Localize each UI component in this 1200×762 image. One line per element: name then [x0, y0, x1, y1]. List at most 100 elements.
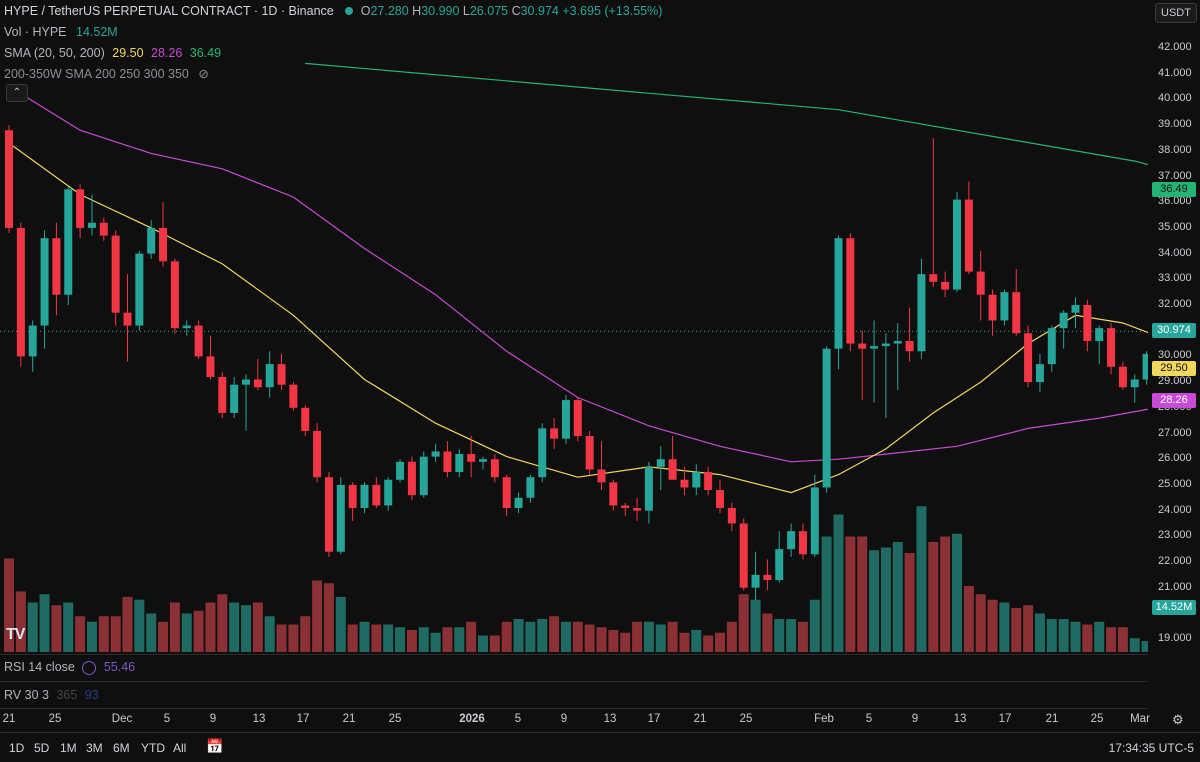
timeframe-button-1d[interactable]: 1D: [9, 741, 25, 755]
candle-body: [822, 348, 831, 488]
rsi-label: RSI 14 close: [4, 660, 75, 674]
timeframe-button-6m[interactable]: 6M: [113, 741, 130, 755]
eye-off-icon[interactable]: ⊘: [198, 67, 209, 81]
candle-body: [1118, 366, 1127, 388]
candle-body: [514, 497, 523, 509]
candle: [716, 479, 724, 514]
candle-body: [111, 235, 120, 313]
candle-body: [123, 312, 132, 326]
candle-body: [218, 376, 227, 413]
candle-body: [1107, 328, 1116, 367]
candle: [976, 251, 985, 321]
candle: [324, 472, 333, 557]
currency-button[interactable]: USDT: [1155, 3, 1197, 23]
candle: [964, 181, 973, 275]
sma20-line: [8, 142, 1148, 494]
candle: [893, 322, 902, 390]
time-tick-label: 2026: [459, 713, 485, 725]
sma-label: SMA (20, 50, 200): [4, 46, 105, 60]
sma50-badge: 28.26: [1152, 393, 1196, 409]
volume-bar: [513, 619, 524, 652]
price-tick-label: 21.000: [1158, 580, 1192, 593]
tradingview-logo[interactable]: TV: [6, 626, 25, 643]
price-tick-label: 32.000: [1158, 298, 1192, 310]
rv-extra: 365: [56, 688, 78, 702]
volume-bar: [383, 624, 394, 652]
volume-bar: [98, 616, 109, 652]
candle-body: [5, 130, 13, 228]
candle-body: [810, 487, 819, 555]
candle: [787, 523, 796, 557]
axis-settings-gear-icon[interactable]: ⚙: [1172, 712, 1184, 727]
candle-body: [775, 549, 784, 580]
sma20-value: 29.50: [112, 46, 144, 60]
timeframe-button-1m[interactable]: 1M: [60, 741, 77, 755]
candle: [313, 423, 322, 483]
candle-body: [170, 261, 179, 329]
volume-bar: [750, 599, 761, 652]
volume-bar: [158, 621, 169, 652]
candle-body: [716, 490, 724, 509]
candle: [668, 436, 677, 480]
volume-bar: [276, 624, 287, 652]
volume-bar: [442, 627, 453, 652]
collapse-chevron-icon[interactable]: ⌃: [6, 84, 28, 102]
candle: [763, 559, 772, 591]
candle: [76, 184, 85, 239]
chart-svg[interactable]: [0, 0, 1148, 700]
time-tick-label: 21: [2, 713, 16, 725]
candle: [1024, 325, 1033, 388]
candle: [40, 230, 49, 349]
symbol-title[interactable]: HYPE / TetherUS PERPETUAL CONTRACT · 1D …: [4, 4, 334, 18]
volume-bar: [809, 599, 820, 652]
candle: [526, 474, 535, 503]
candle-body: [621, 505, 630, 509]
change-value: +3.695 (+13.55%): [562, 4, 663, 18]
candle: [751, 551, 760, 601]
rsi-icon[interactable]: [82, 660, 97, 675]
ohlc-header: HYPE / TetherUS PERPETUAL CONTRACT · 1D …: [4, 4, 662, 18]
price-tick-label: 30.000: [1158, 349, 1192, 362]
candle: [360, 482, 369, 514]
candle-body: [1095, 328, 1104, 341]
candle-body: [644, 466, 653, 511]
volume-bar: [525, 621, 536, 652]
price-tick-label: 38.000: [1158, 143, 1192, 156]
volume-bar: [632, 621, 643, 652]
price-tick-label: 26.000: [1158, 452, 1192, 465]
volume-bar: [241, 605, 251, 652]
candle-body: [419, 456, 428, 496]
timeframe-button-ytd[interactable]: YTD: [141, 741, 165, 755]
sma20-badge: 29.50: [1152, 361, 1196, 377]
candle: [585, 430, 594, 475]
time-tick-label: 17: [296, 713, 310, 725]
candle: [597, 441, 606, 491]
candle: [16, 222, 25, 367]
candle: [656, 446, 665, 491]
candle-body: [526, 477, 535, 498]
volume-bar: [857, 536, 868, 652]
candle-body: [301, 407, 310, 431]
candle-body: [858, 343, 867, 349]
candle: [87, 194, 96, 236]
candle: [798, 523, 807, 560]
sma200-line: [305, 62, 1148, 166]
timeframe-button-all[interactable]: All: [173, 741, 187, 755]
timezone-clock[interactable]: 17:34:35 UTC-5: [1108, 741, 1194, 755]
candle: [289, 382, 298, 411]
calendar-range-icon[interactable]: 📅: [206, 738, 224, 754]
volume-bar: [146, 613, 157, 652]
candle: [905, 307, 914, 362]
price-tick-label: 42.000: [1158, 41, 1192, 53]
low-value: 26.075: [469, 4, 509, 18]
time-tick-label: 25: [1090, 713, 1104, 725]
timeframe-button-3m[interactable]: 3M: [86, 741, 103, 755]
candle-body: [953, 199, 961, 290]
volume-bar: [63, 602, 74, 652]
candle-body: [289, 384, 298, 408]
candle-body: [87, 222, 96, 228]
pane-divider: [0, 708, 1148, 709]
timeframe-button-5d[interactable]: 5D: [34, 741, 50, 755]
volume-bar: [1117, 627, 1128, 652]
candle-body: [502, 477, 511, 509]
